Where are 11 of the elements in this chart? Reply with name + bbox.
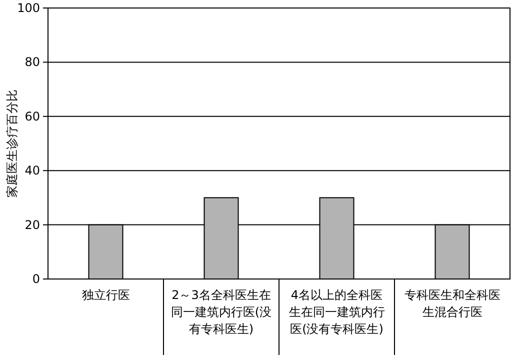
y-tick-label: 60 [24, 109, 40, 124]
y-tick-label: 80 [24, 55, 40, 70]
x-tick-label: 2～3名全科医生在同一建筑内行医(没有专科医生) [170, 288, 272, 336]
x-tick-label: 专科医生和全科医生混合行医 [404, 288, 500, 319]
y-tick-label: 40 [24, 164, 40, 178]
y-tick-label: 100 [17, 1, 40, 15]
y-tick-label: 20 [24, 218, 40, 232]
x-tick-label: 4名以上的全科医生在同一建筑内行医(没有专科医生) [288, 288, 385, 336]
x-tick-label: 独立行医 [82, 288, 130, 302]
y-tick-label: 0 [32, 272, 40, 286]
y-axis-title: 家庭医生诊疗百分比 [5, 90, 19, 198]
